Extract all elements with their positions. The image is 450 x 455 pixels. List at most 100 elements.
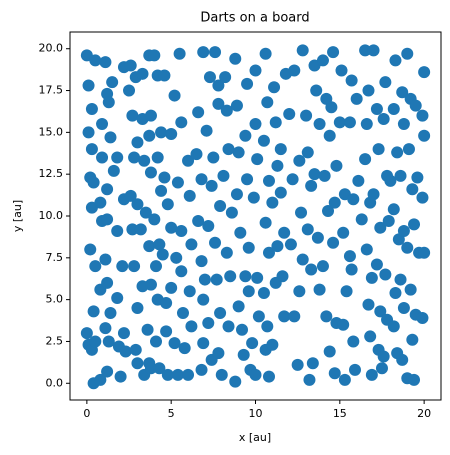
point <box>345 263 358 276</box>
point <box>259 216 272 229</box>
point <box>330 159 343 172</box>
x-axis-label: x [au] <box>239 431 271 444</box>
plot-frame <box>69 31 442 401</box>
point <box>102 335 115 348</box>
point <box>182 368 195 381</box>
point <box>82 79 95 92</box>
point <box>355 213 368 226</box>
point <box>144 362 157 375</box>
point <box>347 193 360 206</box>
point <box>209 46 222 59</box>
point <box>411 171 424 184</box>
point <box>202 317 215 330</box>
point <box>257 134 270 147</box>
point <box>401 47 414 60</box>
point <box>124 59 137 72</box>
point <box>230 99 243 112</box>
point <box>295 206 308 219</box>
point <box>348 363 361 376</box>
point <box>104 131 117 144</box>
point <box>175 116 188 129</box>
point <box>406 333 419 346</box>
y-tick-label: 7.5 <box>46 251 64 264</box>
point <box>224 270 237 283</box>
point <box>391 146 404 159</box>
point <box>80 327 93 340</box>
point <box>374 305 387 318</box>
point <box>387 102 400 115</box>
point <box>301 223 314 236</box>
point <box>212 347 225 360</box>
point <box>96 151 109 164</box>
point <box>239 129 252 142</box>
point <box>343 116 356 129</box>
point <box>131 302 144 314</box>
point <box>347 335 360 348</box>
point <box>160 296 173 309</box>
point <box>269 116 282 129</box>
point <box>136 67 149 80</box>
point <box>362 84 375 97</box>
point <box>379 268 392 281</box>
point <box>291 358 304 371</box>
point <box>232 300 245 313</box>
point <box>106 76 119 89</box>
y-tick-label: 0.0 <box>46 376 64 389</box>
point <box>178 342 191 355</box>
point <box>139 206 152 219</box>
point <box>308 168 321 181</box>
point <box>89 54 102 67</box>
point <box>266 338 279 351</box>
point <box>134 223 147 236</box>
point <box>197 293 210 306</box>
point <box>128 260 141 273</box>
y-tick-label: 2.5 <box>46 334 64 347</box>
point <box>242 285 255 298</box>
point <box>230 188 243 201</box>
point <box>225 206 238 219</box>
point <box>185 320 198 333</box>
point <box>318 169 331 182</box>
point <box>328 196 341 209</box>
x-tick-label: 10 <box>249 407 263 420</box>
point <box>301 146 314 159</box>
point <box>259 47 272 60</box>
point <box>165 221 178 234</box>
point <box>229 52 242 65</box>
y-tick-label: 15.0 <box>39 125 64 138</box>
point <box>249 368 262 381</box>
point <box>84 243 97 256</box>
point <box>418 246 431 259</box>
point <box>176 307 189 320</box>
point <box>236 323 249 336</box>
point <box>377 350 390 363</box>
point <box>89 335 102 348</box>
point <box>220 104 233 117</box>
point <box>241 173 254 186</box>
point <box>155 126 168 139</box>
point <box>114 370 127 383</box>
point <box>190 148 203 161</box>
point <box>234 226 247 239</box>
point <box>305 263 318 276</box>
point <box>372 143 385 156</box>
point <box>300 109 313 122</box>
point <box>359 153 372 166</box>
point <box>338 373 351 386</box>
point <box>340 285 353 298</box>
point <box>220 246 233 259</box>
point <box>396 353 409 366</box>
point <box>94 196 107 209</box>
point <box>217 169 230 182</box>
point <box>278 226 291 239</box>
point <box>129 343 142 356</box>
point <box>111 291 124 304</box>
point <box>153 362 166 375</box>
point <box>313 118 326 130</box>
point <box>384 174 397 187</box>
point <box>143 129 156 142</box>
point <box>249 118 262 130</box>
point <box>261 96 274 109</box>
point <box>237 348 250 361</box>
